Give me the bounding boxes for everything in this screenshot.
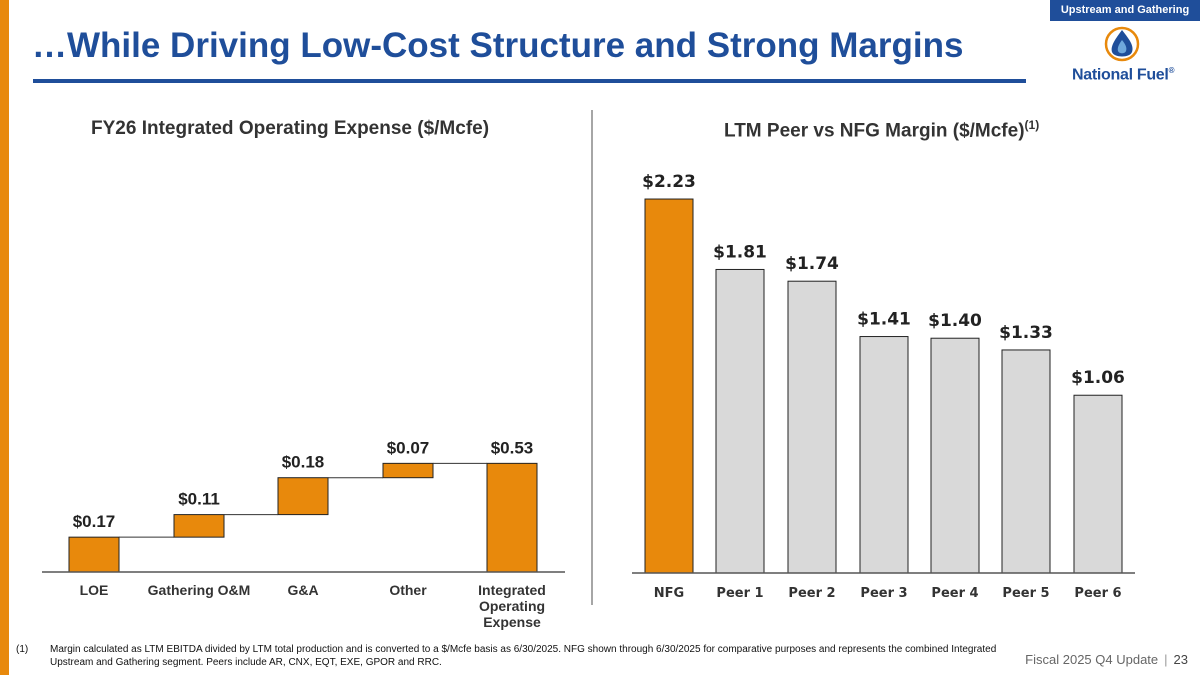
waterfall-category-label-1: Gathering O&M — [148, 582, 251, 598]
page-number: 23 — [1173, 652, 1188, 667]
page-title: …While Driving Low-Cost Structure and St… — [32, 26, 964, 65]
margin-value-label-5: $1.33 — [999, 323, 1053, 343]
margin-chart-title: LTM Peer vs NFG Margin ($/Mcfe)(1) — [724, 118, 1040, 142]
waterfall-chart-title: FY26 Integrated Operating Expense ($/Mcf… — [91, 118, 490, 139]
footer: Fiscal 2025 Q4 Update | 23 — [1025, 652, 1188, 667]
margin-category-label-4: Peer 4 — [931, 586, 978, 601]
waterfall-bar-4 — [486, 462, 538, 573]
margin-value-label-1: $1.81 — [713, 242, 767, 262]
margin-value-label-0: $2.23 — [642, 172, 696, 192]
margin-bar-3 — [859, 336, 909, 574]
waterfall-category-label-4: Integrated Operating Expense — [478, 582, 546, 630]
waterfall-category-label-0: LOE — [80, 582, 109, 598]
margin-value-label-4: $1.40 — [928, 311, 982, 331]
footnote-marker: (1) — [16, 644, 29, 655]
margin-category-label-5: Peer 5 — [1002, 586, 1049, 601]
footnote-text: Margin calculated as LTM EBITDA divided … — [50, 644, 997, 668]
margin-value-label-3: $1.41 — [857, 310, 911, 330]
waterfall-value-label-3: $0.07 — [387, 438, 430, 457]
footnote: (1) Margin calculated as LTM EBITDA divi… — [16, 644, 1006, 669]
segment-tag: Upstream and Gathering — [1050, 0, 1200, 21]
footer-update-label: Fiscal 2025 Q4 Update — [1025, 652, 1159, 667]
title-underline — [33, 79, 1026, 83]
margin-category-label-6: Peer 6 — [1074, 586, 1121, 601]
footer-separator: | — [1164, 652, 1168, 667]
margin-value-label-6: $1.06 — [1071, 368, 1125, 388]
waterfall-category-label-3: Other — [389, 582, 427, 598]
margin-category-label-0: NFG — [654, 586, 684, 601]
margin-bar-2 — [787, 280, 837, 574]
waterfall-bar-0 — [68, 536, 120, 573]
waterfall-category-label-2: G&A — [287, 582, 318, 598]
margin-bar-4 — [930, 337, 980, 574]
margin-bar-1 — [715, 268, 765, 574]
margin-bar-6 — [1073, 394, 1123, 574]
waterfall-value-label-2: $0.18 — [282, 453, 325, 472]
national-fuel-flame-icon — [1104, 26, 1140, 62]
margin-category-label-3: Peer 3 — [860, 586, 907, 601]
left-accent-bar — [0, 0, 9, 675]
waterfall-bar-3 — [382, 462, 434, 479]
margin-value-label-2: $1.74 — [785, 254, 839, 274]
margin-bar-0 — [644, 198, 694, 574]
margin-category-label-1: Peer 1 — [716, 586, 763, 601]
chart-divider — [591, 110, 593, 605]
margin-category-label-2: Peer 2 — [788, 586, 835, 601]
logo-text: National Fuel® — [1072, 66, 1175, 84]
waterfall-value-label-1: $0.11 — [178, 490, 220, 509]
waterfall-value-label-4: $0.53 — [491, 438, 534, 457]
waterfall-value-label-0: $0.17 — [73, 512, 116, 531]
margin-bar-5 — [1001, 349, 1051, 574]
waterfall-bar-2 — [277, 477, 329, 516]
waterfall-chart: $0.17 $0.11 $0.18 $0.07 $0.53 LOE Gathering O&… — [42, 438, 565, 630]
waterfall-bar-1 — [173, 514, 225, 538]
